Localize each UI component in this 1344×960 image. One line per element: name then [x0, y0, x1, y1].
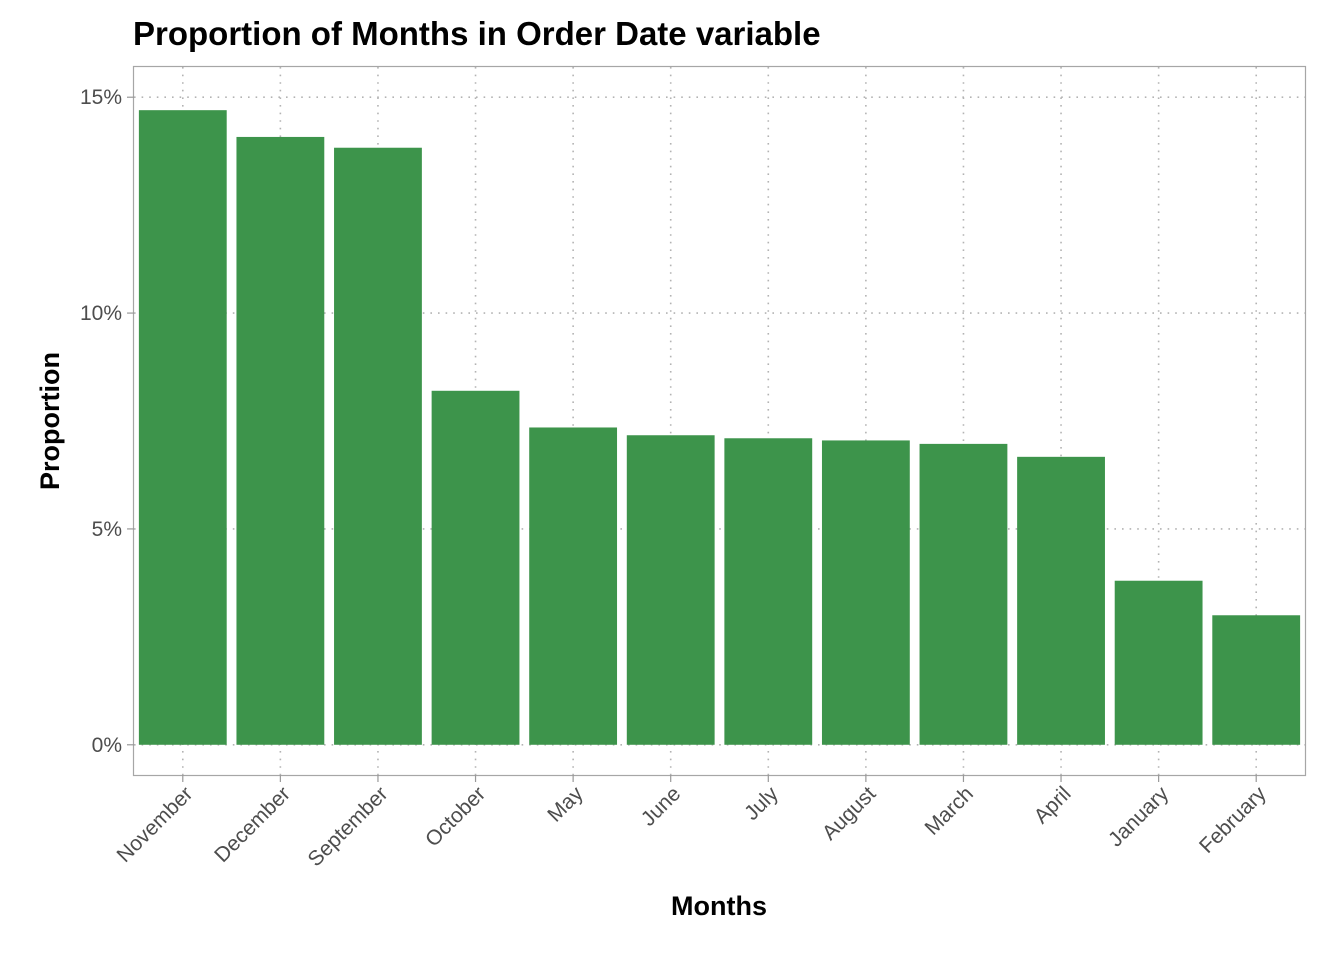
y-tick-label: 10% — [80, 302, 122, 325]
chart-title: Proportion of Months in Order Date varia… — [133, 15, 821, 52]
bar — [431, 390, 520, 745]
x-tick-label: August — [818, 782, 881, 845]
x-tick-label: July — [740, 782, 783, 825]
bar — [1212, 615, 1301, 745]
x-tick-label: May — [543, 782, 588, 827]
x-tick-label: April — [1030, 782, 1076, 828]
y-axis-title: Proportion — [35, 352, 65, 490]
bar — [529, 427, 618, 745]
x-axis-title: Months — [671, 891, 767, 921]
x-tick-label: January — [1104, 782, 1173, 851]
bar — [1114, 580, 1203, 745]
y-axis: 0% 5% 10% 15% — [80, 86, 134, 757]
y-tick-label: 0% — [92, 734, 122, 757]
bar — [919, 443, 1008, 745]
bars-layer — [138, 110, 1301, 745]
x-tick-label: December — [210, 782, 295, 867]
x-tick-label: March — [920, 782, 978, 840]
x-tick-label: November — [113, 782, 198, 867]
panel-border — [132, 65, 1307, 777]
bar — [724, 438, 813, 745]
bar — [236, 136, 325, 745]
grid-layer — [134, 67, 1305, 775]
bar — [138, 110, 227, 745]
bar — [1017, 456, 1105, 745]
bar — [334, 147, 422, 745]
y-tick-label: 5% — [92, 518, 122, 541]
bar — [626, 435, 715, 745]
y-tick-label: 15% — [80, 86, 122, 109]
x-tick-label: September — [304, 782, 393, 871]
x-tick-label: February — [1195, 782, 1271, 858]
x-tick-label: October — [421, 782, 490, 851]
x-axis: November December September October May June J… — [113, 775, 1271, 871]
bar — [821, 440, 910, 745]
x-tick-label: June — [637, 782, 685, 830]
